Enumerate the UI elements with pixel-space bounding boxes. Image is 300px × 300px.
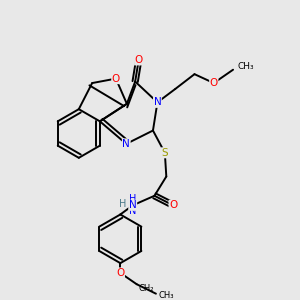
- Text: CH₃: CH₃: [238, 62, 254, 71]
- Text: O: O: [112, 74, 120, 84]
- Text: O: O: [116, 268, 124, 278]
- Text: N: N: [122, 139, 130, 149]
- Text: O: O: [135, 55, 143, 65]
- Text: H
N: H N: [129, 194, 136, 216]
- Text: CH₃: CH₃: [158, 291, 174, 300]
- Text: N: N: [129, 200, 137, 210]
- Text: CH₂: CH₂: [138, 284, 154, 293]
- Text: H: H: [119, 199, 126, 209]
- Text: O: O: [169, 200, 177, 210]
- Text: S: S: [161, 148, 168, 158]
- Text: O: O: [210, 78, 218, 88]
- Text: N: N: [154, 97, 161, 107]
